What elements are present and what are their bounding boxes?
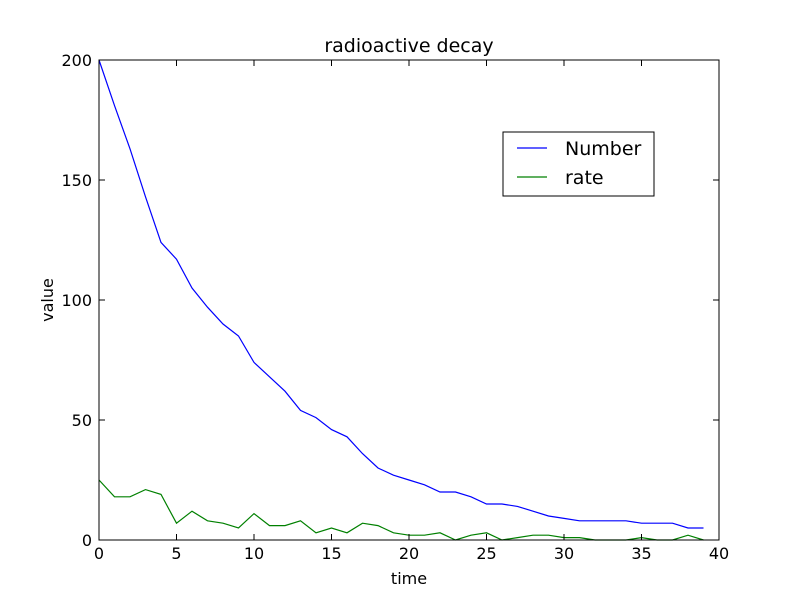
x-tick-label: 10 <box>244 544 264 563</box>
series-line-number <box>98 59 704 529</box>
legend-label-number: Number <box>565 138 642 160</box>
y-axis-label: value <box>38 278 57 322</box>
y-tick-label: 0 <box>82 531 92 550</box>
ticks-layer: 0 5 10 15 20 25 30 35 40 0 50 100 150 200 <box>61 51 729 563</box>
y-tick-label: 150 <box>61 171 92 190</box>
chart-title: radioactive decay <box>324 35 493 57</box>
x-tick-label: 25 <box>476 544 496 563</box>
y-tick-label: 50 <box>72 411 92 430</box>
x-tick-label: 20 <box>399 544 419 563</box>
x-axis-label: time <box>391 569 427 588</box>
y-tick-label: 100 <box>61 291 92 310</box>
x-tick-label: 35 <box>631 544 651 563</box>
y-tick-label: 200 <box>61 51 92 70</box>
x-tick-label: 0 <box>94 544 104 563</box>
plot-frame <box>98 59 720 541</box>
legend-label-rate: rate <box>565 167 604 189</box>
x-tick-label: 5 <box>171 544 181 563</box>
x-tick-label: 30 <box>554 544 574 563</box>
x-tick-label: 40 <box>709 544 729 563</box>
legend-box <box>502 131 655 197</box>
legend: Number rate <box>502 131 655 197</box>
x-tick-label: 15 <box>321 544 341 563</box>
